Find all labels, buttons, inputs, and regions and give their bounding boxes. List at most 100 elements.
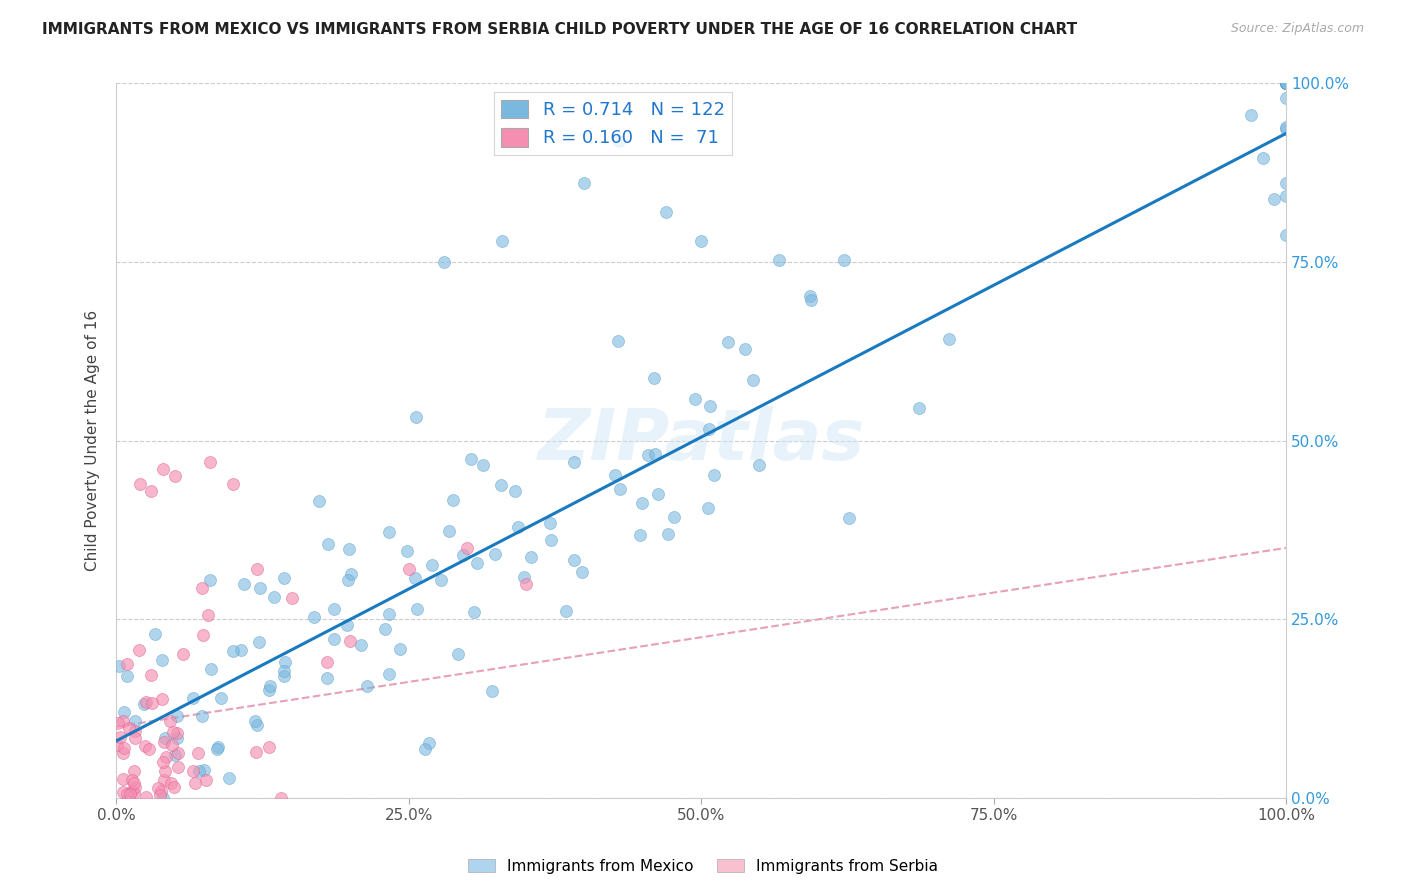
Point xyxy=(138,742,160,756)
Point xyxy=(717,334,740,349)
Point xyxy=(356,679,378,693)
Point xyxy=(207,740,229,755)
Point xyxy=(644,447,666,461)
Point xyxy=(112,772,135,786)
Point xyxy=(799,289,821,303)
Point xyxy=(1275,77,1298,91)
Point xyxy=(198,455,221,469)
Point xyxy=(395,543,418,558)
Point xyxy=(439,524,461,539)
Point xyxy=(124,731,146,746)
Point xyxy=(647,487,669,501)
Point xyxy=(433,255,456,269)
Point xyxy=(1275,77,1298,91)
Point xyxy=(273,669,295,683)
Point xyxy=(166,731,188,745)
Point xyxy=(118,791,141,805)
Point xyxy=(200,662,222,676)
Point xyxy=(1275,77,1298,91)
Point xyxy=(118,721,141,735)
Point xyxy=(337,541,360,556)
Point xyxy=(280,591,302,605)
Point xyxy=(167,746,190,760)
Point xyxy=(218,772,240,786)
Point xyxy=(150,784,173,798)
Point xyxy=(481,684,503,698)
Point xyxy=(112,746,135,760)
Point xyxy=(538,516,561,531)
Point xyxy=(165,747,187,762)
Point xyxy=(198,573,221,587)
Point xyxy=(460,452,482,467)
Point xyxy=(115,657,138,671)
Point xyxy=(630,496,652,510)
Point xyxy=(155,750,177,764)
Point xyxy=(243,714,266,728)
Point xyxy=(1240,108,1263,122)
Point xyxy=(398,562,420,576)
Point xyxy=(1275,121,1298,136)
Point xyxy=(134,739,156,754)
Point xyxy=(456,541,478,555)
Point xyxy=(697,500,720,515)
Point xyxy=(135,695,157,709)
Point xyxy=(447,647,470,661)
Point xyxy=(141,696,163,710)
Point xyxy=(555,604,578,618)
Point xyxy=(141,483,163,498)
Point xyxy=(120,788,142,802)
Point xyxy=(107,716,129,731)
Text: Source: ZipAtlas.com: Source: ZipAtlas.com xyxy=(1230,22,1364,36)
Point xyxy=(637,448,659,462)
Text: ZIPatlas: ZIPatlas xyxy=(537,406,865,475)
Point xyxy=(150,692,173,706)
Point xyxy=(111,785,134,799)
Point xyxy=(768,252,790,267)
Point xyxy=(124,764,146,778)
Point xyxy=(690,234,713,248)
Point xyxy=(110,731,132,745)
Point xyxy=(153,735,176,749)
Point xyxy=(163,780,186,794)
Point xyxy=(1275,77,1298,91)
Point xyxy=(1275,77,1298,91)
Point xyxy=(1275,91,1298,105)
Point xyxy=(838,510,860,524)
Point xyxy=(323,632,346,646)
Point xyxy=(166,709,188,723)
Point xyxy=(1251,151,1274,165)
Point xyxy=(188,764,211,778)
Point xyxy=(1275,77,1298,91)
Point xyxy=(748,458,770,473)
Point xyxy=(134,790,156,805)
Point xyxy=(316,537,339,551)
Point xyxy=(124,714,146,728)
Point xyxy=(605,468,627,483)
Point xyxy=(336,617,359,632)
Point xyxy=(430,573,453,587)
Point xyxy=(197,607,219,622)
Point xyxy=(800,293,823,308)
Point xyxy=(322,602,344,616)
Point xyxy=(274,655,297,669)
Point xyxy=(451,548,474,562)
Point xyxy=(472,458,495,473)
Point xyxy=(406,602,429,616)
Point xyxy=(1275,77,1298,91)
Point xyxy=(128,643,150,657)
Point xyxy=(378,607,401,621)
Point xyxy=(655,205,678,219)
Point xyxy=(124,724,146,739)
Point xyxy=(107,659,129,673)
Point xyxy=(302,610,325,624)
Point xyxy=(172,647,194,661)
Point xyxy=(245,745,267,759)
Point xyxy=(187,747,209,761)
Point xyxy=(628,528,651,542)
Point xyxy=(270,790,292,805)
Point xyxy=(513,570,536,584)
Point xyxy=(657,526,679,541)
Point xyxy=(378,666,401,681)
Point xyxy=(163,469,186,483)
Point xyxy=(1275,120,1298,134)
